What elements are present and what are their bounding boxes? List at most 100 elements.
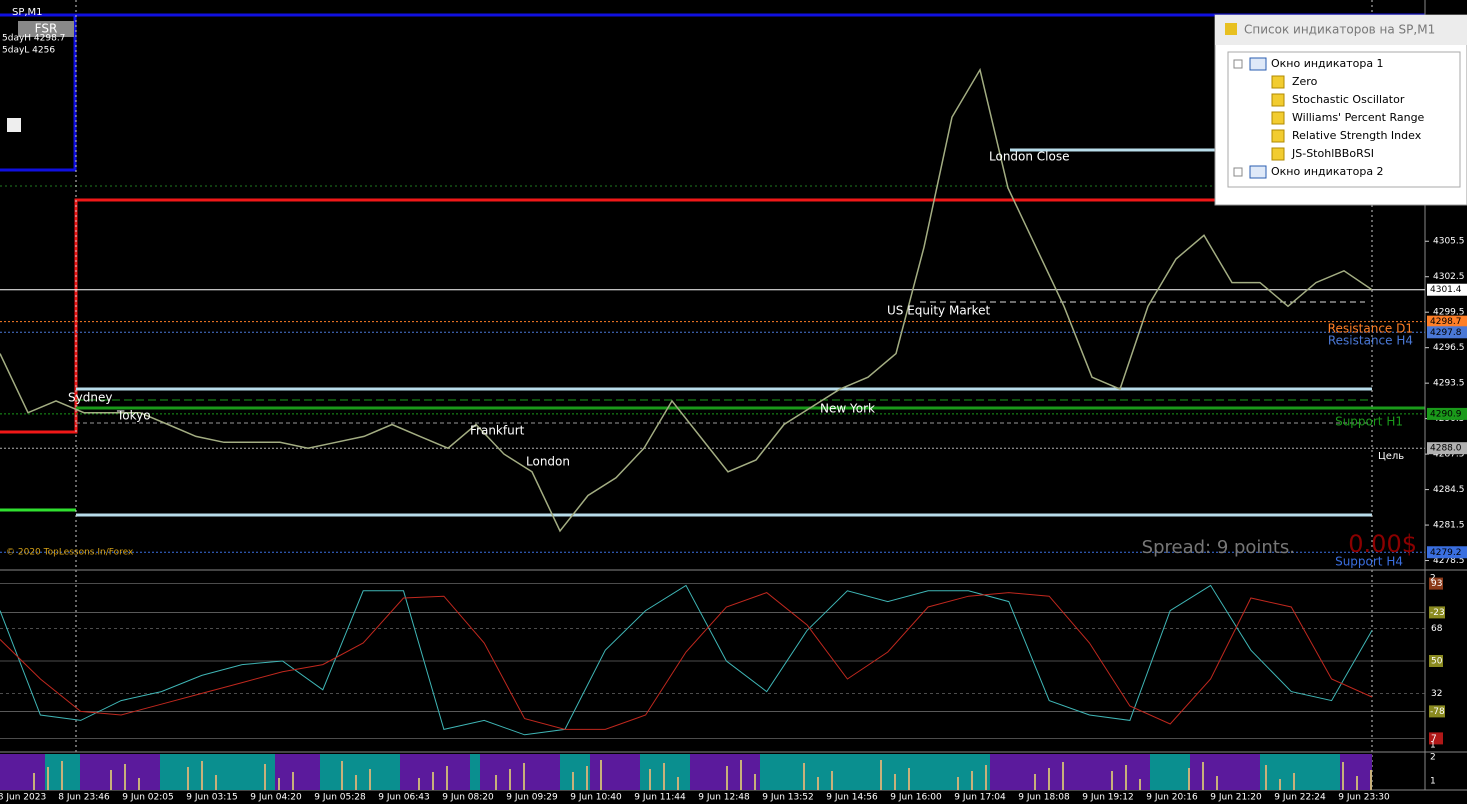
- strip-spike: [1370, 770, 1372, 790]
- window-label[interactable]: Окно индикатора 1: [1271, 57, 1384, 70]
- window-label[interactable]: Окно индикатора 2: [1271, 165, 1384, 178]
- level-label: Support H4: [1335, 555, 1403, 569]
- strip-spike: [341, 761, 343, 790]
- oscillator-line: [0, 584, 1373, 736]
- strip-spike: [1356, 776, 1358, 790]
- strip-spike: [47, 767, 49, 790]
- tree: Окно индикатора 1 Zero Stochastic Oscillat…: [1233, 57, 1425, 179]
- level-label: Цель: [1378, 451, 1404, 462]
- panel-header: [1215, 15, 1467, 45]
- item-label[interactable]: JS-StohlBBoRSI: [1291, 147, 1374, 160]
- item-label[interactable]: Williams' Percent Range: [1292, 111, 1425, 124]
- y-tick-label: -23: [1430, 608, 1445, 618]
- x-tick-label: 9 Jun 12:48: [698, 793, 750, 803]
- level-label: Support H1: [1335, 415, 1403, 429]
- strip-spike: [1034, 774, 1036, 790]
- panel-title: Список индикаторов на SP,M1: [1244, 23, 1435, 37]
- strip-spike: [292, 772, 294, 790]
- strip-spike: [201, 761, 203, 790]
- price-tag: [1427, 315, 1467, 328]
- strip-spike: [110, 770, 112, 790]
- expander[interactable]: [1233, 167, 1243, 177]
- x-tick-label: 9 Jun 19:12: [1082, 793, 1133, 803]
- strip-spike: [726, 766, 728, 790]
- strip-spike: [264, 764, 266, 790]
- session: London Close: [989, 150, 1070, 164]
- y-tick-label: 4293.5: [1433, 379, 1465, 389]
- item-label[interactable]: Stochastic Oscillator: [1292, 93, 1405, 106]
- strip-spike: [1125, 765, 1127, 790]
- price-tag: [1427, 442, 1467, 455]
- y-tick-label: 4299.5: [1433, 308, 1465, 318]
- y-tick-label: 4302.5: [1433, 272, 1465, 282]
- x-tick-label: 9 Jun 09:29: [506, 793, 558, 803]
- tick-box: [1429, 705, 1445, 718]
- x-tick-label: 9 Jun 17:04: [954, 793, 1006, 803]
- tick-box: [1429, 732, 1443, 745]
- x-tick-label: 9 Jun 18:08: [1018, 793, 1070, 803]
- item-icon: [1271, 129, 1285, 143]
- strip-spike: [1216, 776, 1218, 790]
- strip-spike: [971, 771, 973, 790]
- level-label: Resistance D1: [1328, 322, 1413, 336]
- price-tag-label: 4301.4: [1430, 285, 1462, 295]
- tick-box: [1429, 577, 1443, 590]
- fsr-button[interactable]: [18, 21, 74, 37]
- strip-spike: [677, 777, 679, 790]
- strip-spike: [880, 760, 882, 790]
- y-tick-label: 7: [1431, 734, 1437, 744]
- strip-spike: [509, 769, 511, 790]
- x-tick-label: 9 Jun 14:56: [826, 793, 878, 803]
- session: US Equity Market: [887, 304, 991, 318]
- x-tick-label: 9 Jun 22:24: [1274, 793, 1326, 803]
- strip-spike: [138, 778, 140, 790]
- strip-spike: [1062, 762, 1064, 790]
- strip-spike: [124, 764, 126, 790]
- session: Tokyo: [116, 409, 151, 423]
- x-tick-label: 9 Jun 04:20: [250, 793, 302, 803]
- window-icon: [1249, 165, 1267, 179]
- symbol: SP,M1: [12, 7, 43, 18]
- y-tick-label: 4278.5: [1433, 556, 1465, 566]
- x-tick-label: 9 Jun 16:00: [890, 793, 942, 803]
- icon: [1225, 23, 1237, 35]
- y-tick-label: 68: [1431, 624, 1443, 634]
- item-label[interactable]: Zero: [1292, 75, 1318, 88]
- y-tick-label: 4305.5: [1433, 237, 1465, 247]
- strip-spike: [495, 775, 497, 790]
- strip-spike: [1111, 771, 1113, 790]
- strip-spike: [894, 774, 896, 790]
- strip-spike: [355, 775, 357, 790]
- strip-segment: [275, 754, 320, 790]
- strip-spike: [1279, 779, 1281, 790]
- strip-spike: [586, 766, 588, 790]
- x-tick-label: 9 Jun 11:44: [634, 793, 686, 803]
- indicator-panel: Список индикаторов на SP,M1 Окно индикат…: [1214, 14, 1467, 206]
- strip: [0, 754, 1372, 790]
- y-tick-label: 32: [1431, 689, 1442, 699]
- item-label[interactable]: Relative Strength Index: [1292, 129, 1422, 142]
- expander[interactable]: [1233, 59, 1243, 69]
- strip-spike: [572, 772, 574, 790]
- price-line: [0, 67, 1373, 533]
- oscillator-line: [0, 592, 1373, 730]
- strip-spike: [600, 760, 602, 790]
- fsr-label[interactable]: FSR: [35, 22, 58, 36]
- strip-spike: [663, 763, 665, 790]
- strip-spike: [740, 760, 742, 790]
- strip-spike: [418, 778, 420, 790]
- strip-spike: [985, 765, 987, 790]
- strip-spike: [754, 774, 756, 790]
- checkbox[interactable]: [7, 118, 21, 132]
- strip-spike: [1265, 765, 1267, 790]
- tick-box: [1429, 606, 1445, 619]
- y-tick-label: 4287.5: [1433, 450, 1465, 460]
- strip-spike: [278, 778, 280, 790]
- y-tick-label: -78: [1430, 707, 1445, 717]
- plots: 4305.54302.54299.54296.54293.54290.54287…: [0, 67, 1467, 803]
- x-tick-label: 9 Jun 20:16: [1146, 793, 1198, 803]
- x-tick-label: 9 Jun 10:40: [570, 793, 622, 803]
- profit: 0.00$: [1348, 530, 1417, 558]
- strip-spike: [1342, 762, 1344, 790]
- price-tag-label: 4298.7: [1430, 317, 1462, 327]
